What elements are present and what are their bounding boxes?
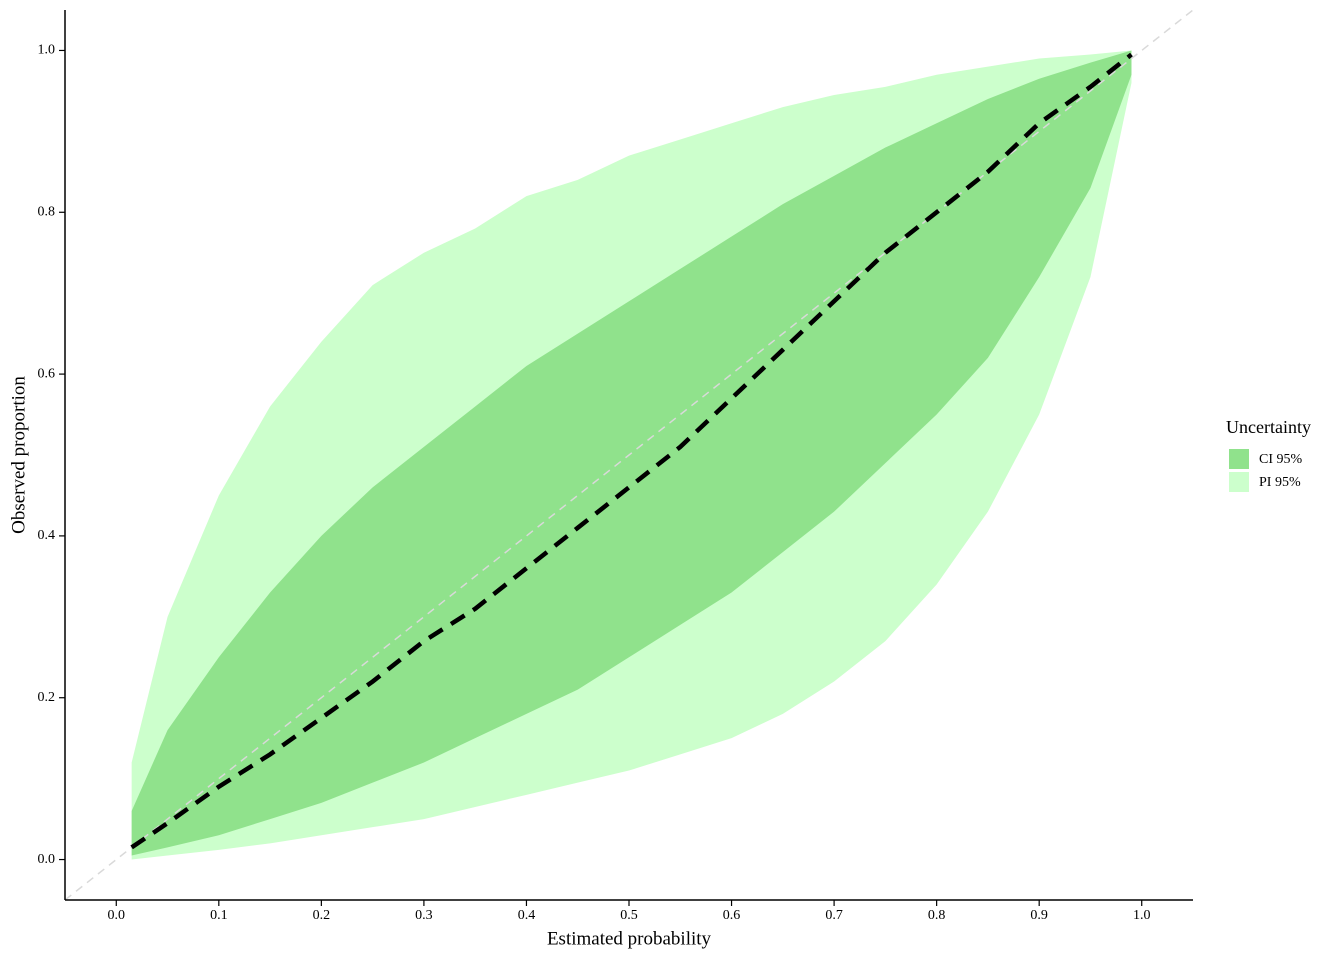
legend-label: CI 95%	[1259, 452, 1303, 467]
legend-swatch	[1229, 449, 1249, 469]
reference-line	[65, 10, 1193, 900]
x-tick-label: 0.7	[825, 908, 843, 923]
x-tick-label: 0.9	[1030, 908, 1048, 923]
y-tick-label: 0.8	[38, 204, 56, 219]
y-axis-title: Observed proportion	[8, 376, 29, 534]
x-tick-label: 0.4	[518, 908, 536, 923]
y-tick-label: 0.4	[38, 528, 56, 543]
y-tick-label: 1.0	[38, 43, 56, 58]
x-tick-label: 0.0	[108, 908, 126, 923]
legend-swatch	[1229, 472, 1249, 492]
calibration-line	[130, 52, 1133, 850]
axes: 0.0 0.1 0.2 0.3 0.4 0.5 0.6 0.7 0.8 0.9 1.0 0.0 0.2 0…	[38, 10, 1193, 923]
x-tick-label: 0.3	[415, 908, 433, 923]
y-tick-label: 0.0	[38, 852, 56, 867]
x-tick-label: 0.1	[210, 908, 228, 923]
plot-area	[65, 10, 1193, 900]
x-tick-label: 1.0	[1133, 908, 1151, 923]
x-tick-label: 0.6	[723, 908, 741, 923]
x-tick-label: 0.5	[620, 908, 638, 923]
legend-title: Uncertainty	[1226, 417, 1311, 437]
legend: CI 95% PI 95%	[1229, 449, 1303, 492]
x-tick-label: 0.2	[313, 908, 331, 923]
y-tick-label: 0.6	[38, 366, 56, 381]
legend-label: PI 95%	[1259, 475, 1301, 490]
y-tick-label: 0.2	[38, 690, 56, 705]
x-tick-label: 0.8	[928, 908, 946, 923]
x-axis-title: Estimated probability	[547, 928, 712, 949]
